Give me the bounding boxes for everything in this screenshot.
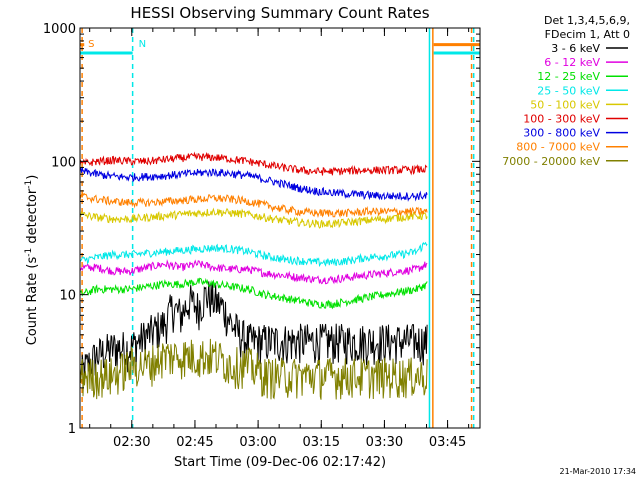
series-line-7 (80, 192, 428, 219)
x-tick-label-5: 03:45 (429, 435, 466, 450)
y-axis-label-end: ) (25, 175, 40, 180)
x-tick-label-4: 03:30 (366, 435, 403, 450)
chart-title: HESSI Observing Summary Count Rates (130, 4, 429, 22)
legend-label-1: 6 - 12 keV (544, 56, 600, 69)
x-tick-label-2: 03:00 (239, 435, 276, 450)
y-tick-label-0: 1 (68, 422, 76, 437)
legend-label-3: 25 - 50 keV (537, 84, 600, 97)
legend-label-7: 800 - 7000 keV (516, 141, 600, 154)
series-line-4 (80, 207, 428, 229)
series-line-5 (80, 151, 428, 176)
plot-frame (79, 27, 481, 429)
legend-label-6: 300 - 800 keV (523, 127, 600, 140)
series-line-6 (80, 166, 428, 202)
legend-header-line1: Det 1,3,4,5,6,9, (544, 14, 630, 27)
y-axis-label: Count Rate (s-1 detector-1) (24, 175, 40, 346)
legend-label-4: 50 - 100 keV (530, 98, 600, 111)
y-axis-label-sup2: -1 (24, 180, 34, 189)
y-axis-label-main: Count Rate (s (25, 257, 40, 346)
x-tick-label-0: 02:30 (113, 435, 150, 450)
legend-header-line2: FDecim 1, Att 0 (545, 28, 630, 41)
y-tick-label-1: 10 (59, 289, 76, 304)
series-line-8 (80, 338, 428, 400)
x-tick-label-3: 03:15 (303, 435, 340, 450)
marker-label-1: N (139, 39, 146, 50)
series-line-1 (80, 259, 428, 285)
legend-label-5: 100 - 300 keV (523, 113, 600, 126)
x-axis-label: Start Time (09-Dec-06 02:17:42) (174, 455, 386, 470)
legend-label-0: 3 - 6 keV (551, 42, 600, 55)
marker-label-0: S (88, 39, 94, 50)
y-axis-label-mid: detector (25, 188, 40, 248)
series-line-2 (80, 277, 428, 310)
legend-label-8: 7000 - 20000 keV (502, 155, 600, 168)
x-tick-label-1: 02:45 (176, 435, 213, 450)
series-line-3 (80, 241, 428, 268)
y-tick-label-3: 1000 (43, 22, 76, 37)
legend-label-2: 12 - 25 keV (537, 70, 600, 83)
y-tick-label-2: 100 (51, 155, 76, 170)
footer-timestamp: 21-Mar-2010 17:34 (560, 467, 637, 476)
y-axis-label-sup1: -1 (24, 248, 34, 257)
series-line-0 (80, 281, 428, 385)
